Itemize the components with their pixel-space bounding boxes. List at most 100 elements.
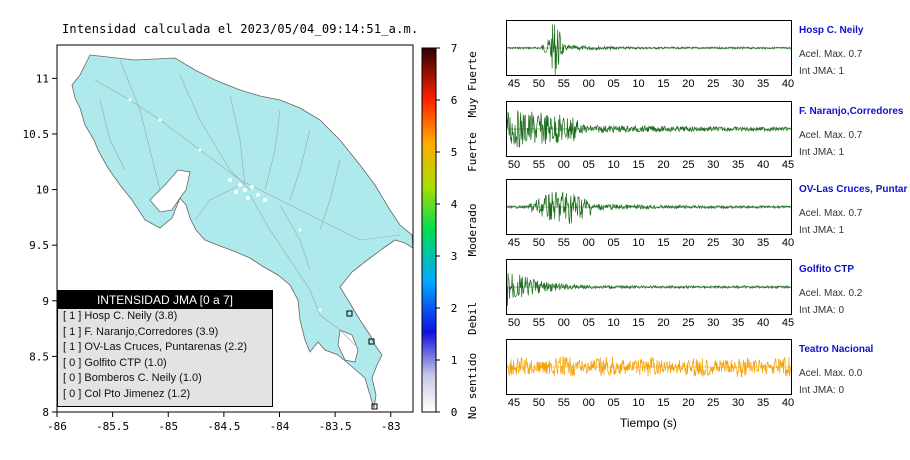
time-tick-label: 40 (756, 317, 770, 329)
time-tick-label: 30 (732, 78, 745, 90)
colorbar-category: Debil (466, 302, 479, 335)
lon-tick-label: -83 (381, 420, 401, 433)
time-tick-label: 25 (682, 317, 695, 329)
station-accel-max: Acel. Max. 0.7 (799, 49, 863, 60)
time-tick-label: 20 (682, 237, 695, 249)
colorbar-tick-label: 3 (451, 250, 458, 263)
station-jma-intensity: Int JMA: 1 (799, 225, 845, 236)
colorbar-category: No sentido (466, 353, 479, 419)
legend-row: [ 0 ] Golfito CTP (1.0) (63, 356, 167, 369)
lat-tick-label: 9.5 (29, 239, 49, 252)
colorbar-ticks: 0 1 2 3 4 5 6 7 (436, 42, 458, 419)
golfo-dulce (337, 329, 359, 363)
time-tick-label: 45 (507, 397, 521, 409)
time-tick-label: 35 (732, 317, 745, 329)
lat-tick-label: 11 (36, 72, 49, 85)
nicoya-gulf (149, 169, 191, 213)
time-tick-label: 00 (582, 237, 595, 249)
colorbar-category: Muy Fuerte (466, 51, 479, 117)
colorbar-category: Moderado (466, 204, 479, 257)
legend-row: [ 0 ] Bomberos C. Neily (1.0) (63, 372, 202, 385)
time-tick-label: 15 (657, 397, 670, 409)
time-tick-label: 15 (632, 159, 645, 171)
time-tick-label: 20 (682, 397, 695, 409)
lon-tick-label: -84.5 (207, 420, 240, 433)
legend-rows: [ 1 ] Hosp C. Neily (3.8) [ 1 ] F. Naranj… (58, 309, 272, 403)
station-accel-max: Acel. Max. 0.7 (799, 208, 863, 219)
colorbar-tick-label: 4 (451, 198, 458, 211)
time-tick-label: 25 (707, 397, 720, 409)
time-tick-label: 50 (532, 397, 546, 409)
lon-tick-label: -85 (158, 420, 178, 433)
station-accel-max: Acel. Max. 0.0 (799, 368, 863, 379)
road-network (94, 59, 401, 346)
station-jma-intensity: Int JMA: 1 (799, 147, 845, 158)
lon-tick-label: -84 (270, 420, 290, 433)
station-name: Hosp C. Neily (799, 25, 864, 36)
time-tick-label: 40 (781, 237, 795, 249)
colorbar-categories: No sentido Debil Moderado Fuerte Muy Fuerte (466, 51, 479, 419)
time-tick-label: 30 (732, 397, 745, 409)
lon-tick-label: -86 (47, 420, 67, 433)
legend-title: INTENSIDAD JMA [0 a 7] (58, 291, 272, 309)
time-tick-label: 35 (756, 397, 770, 409)
time-tick-label: 20 (657, 317, 670, 329)
station-name: Teatro Nacional (799, 344, 874, 355)
time-tick-label: 55 (532, 159, 546, 171)
time-tick-label: 45 (781, 317, 795, 329)
station-accel-max: Acel. Max. 0.2 (799, 288, 863, 299)
seismogram-panel (506, 20, 792, 76)
time-tick-label: 00 (582, 397, 595, 409)
time-tick-label: 00 (557, 159, 570, 171)
trace-waveform (507, 24, 791, 75)
colorbar-gradient (421, 47, 437, 413)
colorbar-category: Fuerte (466, 132, 479, 172)
seismogram-plot (507, 191, 791, 225)
trace-waveform (507, 191, 791, 225)
seismogram-plot (507, 272, 791, 307)
time-tick-label: 35 (732, 159, 745, 171)
lat-tick-label: 8 (42, 406, 49, 419)
time-tick-label: 15 (632, 317, 645, 329)
time-tick-label: 55 (557, 397, 570, 409)
time-tick-label: 10 (632, 78, 645, 90)
station-name: OV-Las Cruces, Puntar (799, 184, 908, 195)
legend-row: [ 0 ] Col Pto Jimenez (1.2) (63, 387, 191, 400)
map-axis-ticks: -86 -85.5 -85 -84.5 -84 -83.5 -83 11 10.5 10 9.5 9 8… (23, 72, 401, 433)
time-tick-label: 15 (657, 237, 670, 249)
time-tick-label: 55 (557, 78, 570, 90)
time-tick-label: 05 (582, 159, 595, 171)
seismogram-panel (506, 259, 792, 315)
time-tick-label: 05 (582, 317, 595, 329)
time-tick-label: 20 (682, 78, 695, 90)
colorbar-tick-label: 0 (451, 406, 458, 419)
seismogram-panel (506, 179, 792, 235)
time-tick-label: 10 (632, 397, 645, 409)
lat-tick-label: 10 (36, 184, 49, 197)
costa-rica-landmass (71, 54, 414, 409)
time-tick-label: 30 (707, 159, 720, 171)
legend-row: [ 1 ] OV-Las Cruces, Puntarenas (2.2) (63, 341, 248, 354)
time-tick-label: 15 (657, 78, 670, 90)
time-tick-label: 45 (781, 159, 795, 171)
time-tick-label: 40 (781, 78, 795, 90)
legend-row: [ 1 ] Hosp C. Neily (3.8) (63, 310, 178, 322)
station-accel-max: Acel. Max. 0.7 (799, 130, 863, 141)
colorbar-tick-label: 5 (451, 146, 458, 159)
time-tick-label: 40 (756, 159, 770, 171)
time-tick-label: 05 (607, 78, 620, 90)
time-tick-label: 05 (607, 237, 620, 249)
seismogram-panel (506, 101, 792, 157)
trace-waveform (507, 356, 791, 378)
time-tick-label: 20 (657, 159, 670, 171)
time-tick-label: 25 (707, 237, 720, 249)
time-tick-label: 25 (682, 159, 695, 171)
colorbar-tick-label: 1 (451, 354, 458, 367)
intensity-colorbar: 0 1 2 3 4 5 6 7 No sentido Debil Moderado Fuerte Mu… (421, 42, 479, 419)
trace-waveform (507, 272, 791, 307)
seismogram-plot (507, 356, 791, 378)
station-markers (346, 310, 378, 410)
time-tick-label: 55 (557, 237, 570, 249)
lat-tick-label: 10.5 (23, 128, 50, 141)
time-tick-label: 45 (507, 237, 521, 249)
